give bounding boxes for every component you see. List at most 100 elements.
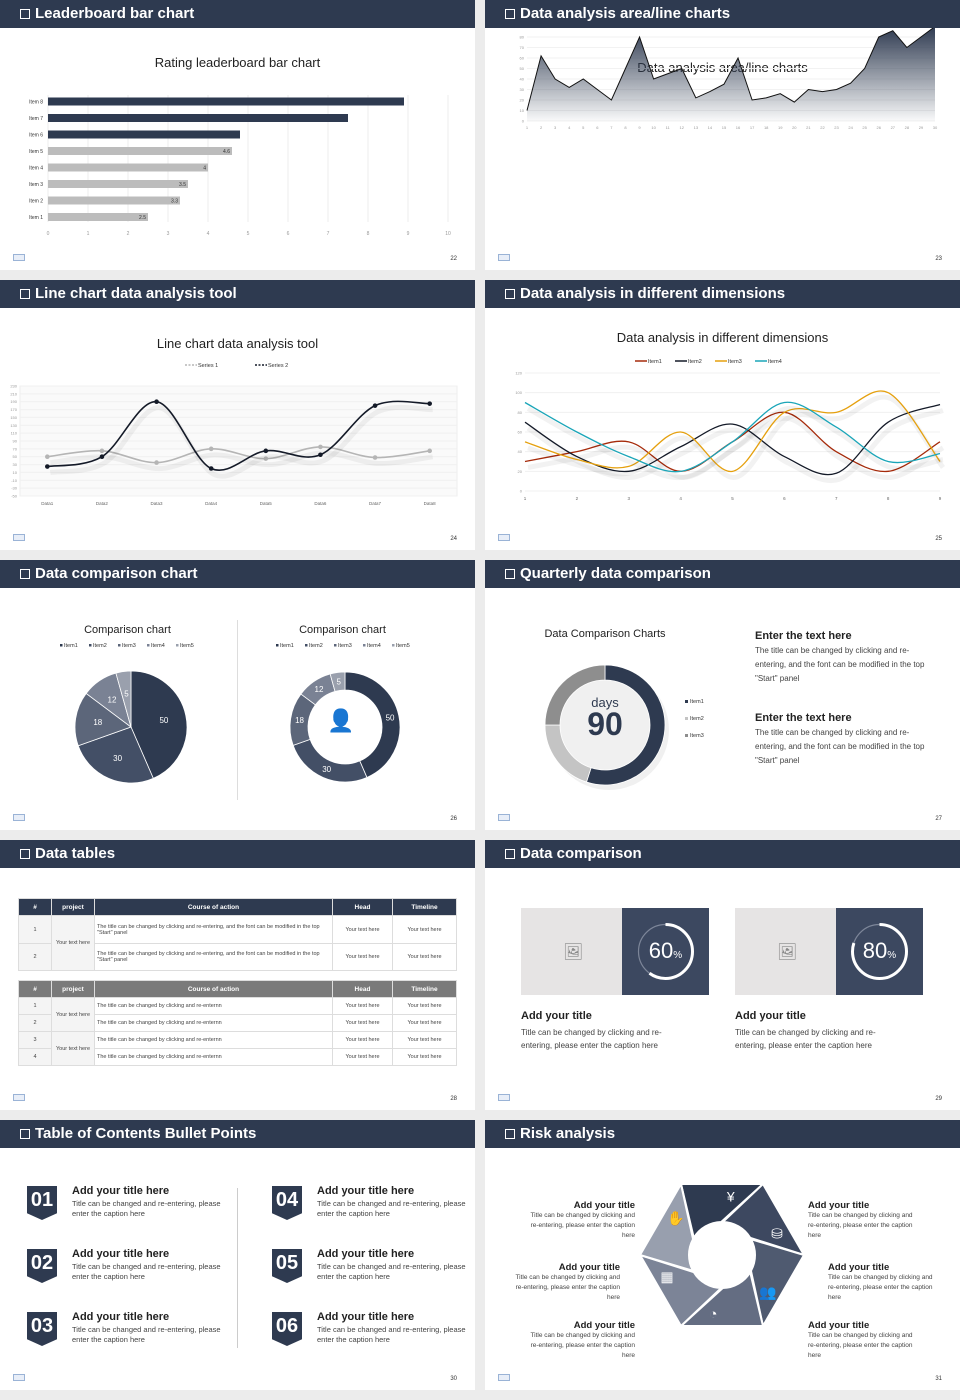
progress-ring — [851, 923, 908, 980]
x-tick-label: 5 — [731, 496, 734, 501]
table-cell: 2 — [18, 943, 52, 971]
legend-label: Item4 — [151, 643, 165, 649]
legend-label: Item4 — [367, 643, 381, 649]
data-label: 18 — [295, 716, 304, 725]
x-tick-label: 4 — [568, 125, 571, 130]
divider — [237, 620, 238, 800]
slide-leaderboard: Rating leaderboard bar chart 0 1 2 3 4 5 6 7 8 9 1… — [0, 0, 475, 270]
table-cell: The title can be changed by clicking and… — [94, 1014, 333, 1032]
text-block: Enter the text here The title can be cha… — [755, 712, 935, 768]
legend-label: Item4 — [768, 359, 782, 365]
data-label: 3.3 — [171, 199, 178, 205]
table-cell: # project Course of action Head Timeline — [18, 980, 457, 998]
page-number: 23 — [935, 256, 942, 262]
legend-swatch — [276, 644, 279, 647]
x-tick-label: 13 — [694, 125, 699, 130]
toc-caption: Title can be changed and re-entering, pl… — [317, 1262, 466, 1281]
data-label: 4.6 — [223, 149, 230, 155]
toc-title: Add your title here — [317, 1248, 415, 1260]
number-badge: 01 — [27, 1186, 57, 1220]
x-tick-label: 23 — [834, 125, 839, 130]
data-label: 5 — [337, 677, 342, 686]
legend-label: Item3 — [690, 733, 704, 739]
table-cell: Your text here — [332, 997, 393, 1015]
y-tick-label: 190 — [10, 399, 17, 404]
image-placeholder[interactable]: 🖼 — [521, 908, 622, 995]
x-tick-label: 17 — [750, 125, 755, 130]
divider — [237, 1188, 238, 1348]
slide-title: Data comparison chart — [35, 565, 198, 582]
series-shadow — [527, 394, 946, 480]
y-tick-label: 70 — [13, 446, 18, 451]
y-tick-label: -50 — [11, 494, 18, 499]
progress-ring — [637, 923, 694, 980]
y-tick-label: -30 — [11, 486, 18, 491]
col-header: project — [51, 980, 95, 998]
y-tick-label: 120 — [515, 371, 522, 376]
slide-header: Data comparison — [485, 840, 960, 868]
risk-title: Add your title — [828, 1262, 890, 1273]
x-tick-label: Data6 — [314, 501, 327, 506]
toc-title: Add your title here — [72, 1185, 170, 1197]
x-tick-label: 29 — [919, 125, 924, 130]
logo — [13, 814, 25, 821]
data-point — [154, 460, 159, 465]
slide-header: Data analysis in different dimensions — [485, 280, 960, 308]
y-tick-label: 150 — [10, 415, 17, 420]
x-tick-label: 6 — [287, 231, 290, 237]
data-point — [99, 448, 105, 454]
pie-slice — [77, 726, 154, 784]
slide-title: Data analysis area/line charts — [520, 5, 731, 22]
y-tick-label: 130 — [10, 423, 17, 428]
x-tick-label: 15 — [722, 125, 727, 130]
slide-title: Leaderboard bar chart — [35, 5, 195, 22]
percent-panel: 80% — [836, 908, 923, 995]
card-title: Add your title — [521, 1010, 592, 1022]
bar — [48, 114, 348, 122]
y-tick-label: 230 — [10, 384, 17, 389]
data-point — [208, 446, 214, 452]
pie-slice — [115, 670, 132, 728]
data-point — [154, 399, 159, 405]
table-cell: Your text here — [332, 1048, 393, 1066]
pie-slice — [74, 692, 132, 747]
number-badge: 04 — [272, 1186, 302, 1220]
table-cell: 3 — [18, 1031, 52, 1049]
table-cell: Your text here — [332, 915, 393, 944]
x-tick-label: 3 — [167, 231, 170, 237]
slide-header: Quarterly data comparison — [485, 560, 960, 588]
chart-title: Data Comparison Charts — [544, 628, 666, 640]
legend-label: Item1 — [280, 643, 294, 649]
x-tick-label: 11 — [666, 125, 671, 130]
x-tick-label: 21 — [806, 125, 811, 130]
logo — [498, 814, 510, 821]
table-row: 3 Your text here The title can be changed … — [18, 1031, 457, 1066]
y-tick-label: Item 1 — [29, 215, 43, 221]
multi-line-chart: 0 20 40 60 80 100 120 1 2 3 4 5 6 7 8 9 Item1 Item2 Item3 I… — [515, 359, 946, 501]
page-number: 25 — [935, 536, 942, 542]
logo — [13, 1094, 25, 1101]
table-row: 1 Your text here The title can be changed … — [18, 997, 457, 1032]
card-caption: Title can be changed by clicking and re-… — [521, 1028, 662, 1050]
y-tick-label: 40 — [520, 77, 525, 82]
pie-charts: Item1 Item2 Item3 Item4 Item5 Item1 Item2 Item3… — [60, 643, 410, 784]
image-placeholder[interactable]: 🖼 — [735, 908, 836, 995]
y-tick-label: 30 — [520, 87, 525, 92]
donut-slice — [329, 671, 346, 692]
checkbox-icon — [20, 1129, 30, 1139]
legend-swatch — [305, 644, 308, 647]
legend-label: Item3 — [338, 643, 352, 649]
x-tick-label: Data7 — [369, 501, 382, 506]
x-tick-label: 27 — [891, 125, 896, 130]
slide-toc: 01 Add your title here Title can be chang… — [0, 1120, 475, 1390]
risk-item: Add your title Title can be changed by cl… — [828, 1262, 938, 1303]
x-tick-label: 4 — [207, 231, 210, 237]
text-block: Enter the text here The title can be cha… — [755, 630, 935, 686]
legend-swatch — [392, 644, 395, 647]
risk-title: Add your title — [573, 1320, 635, 1331]
col-header: # — [18, 980, 52, 998]
table-cell: 1 — [18, 915, 52, 944]
slide-title: Data comparison — [520, 845, 642, 862]
col-header: Head — [332, 980, 393, 998]
legend-swatch — [685, 734, 688, 737]
